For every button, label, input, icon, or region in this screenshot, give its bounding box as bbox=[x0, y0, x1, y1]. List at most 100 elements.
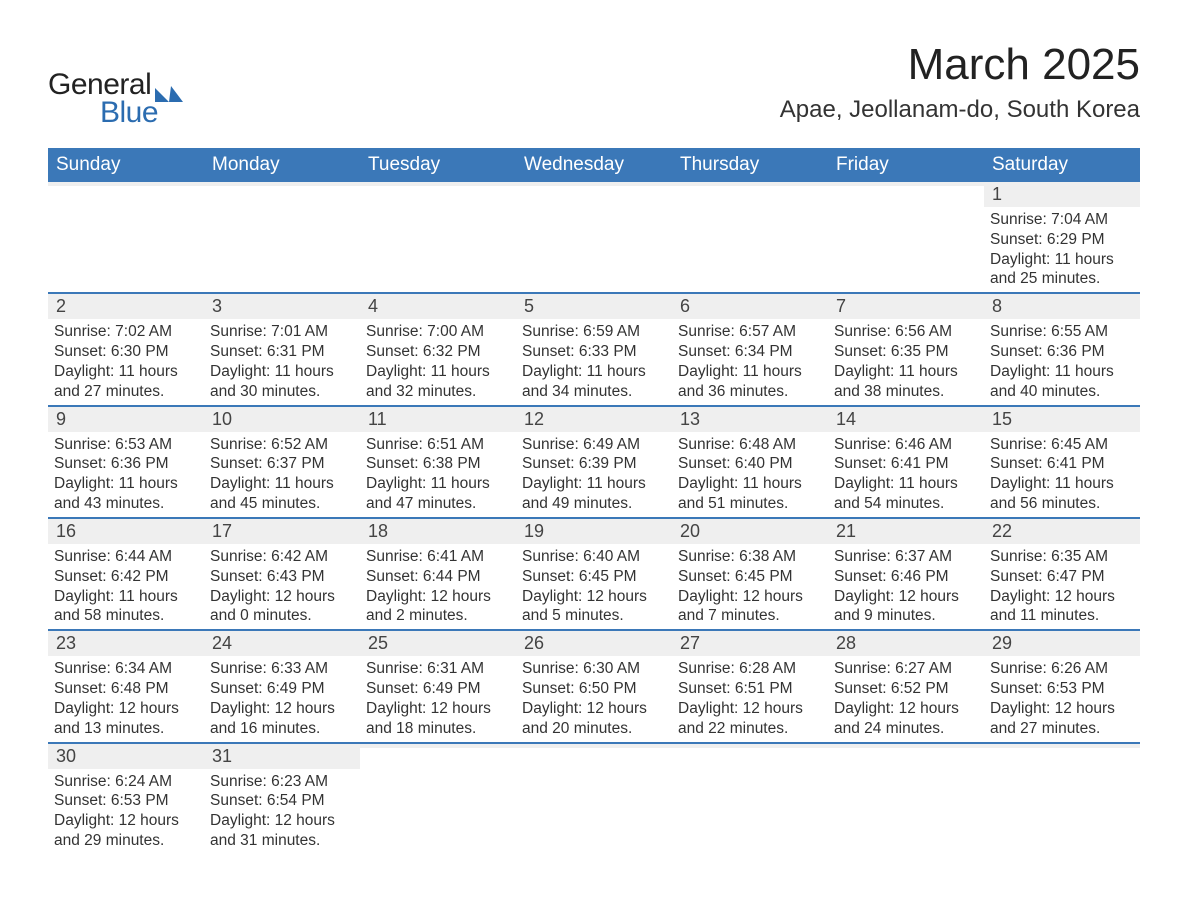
sunset-text: Sunset: 6:36 PM bbox=[990, 342, 1134, 362]
calendar-cell: 28 bbox=[828, 629, 984, 656]
calendar-cell: Sunrise: 6:28 AMSunset: 6:51 PMDaylight:… bbox=[672, 656, 828, 741]
sunset-text: Sunset: 6:39 PM bbox=[522, 454, 666, 474]
daylight-text: Daylight: 12 hours and 16 minutes. bbox=[210, 699, 354, 739]
day-content bbox=[828, 769, 984, 849]
location: Apae, Jeollanam-do, South Korea bbox=[780, 96, 1140, 124]
day-number: 4 bbox=[360, 292, 516, 319]
calendar-cell: Sunrise: 6:40 AMSunset: 6:45 PMDaylight:… bbox=[516, 544, 672, 629]
day-content: Sunrise: 6:27 AMSunset: 6:52 PMDaylight:… bbox=[828, 656, 984, 741]
day-number: 8 bbox=[984, 292, 1140, 319]
calendar-cell: Sunrise: 6:23 AMSunset: 6:54 PMDaylight:… bbox=[204, 769, 360, 854]
day-content-row: Sunrise: 6:24 AMSunset: 6:53 PMDaylight:… bbox=[48, 769, 1140, 854]
sunset-text: Sunset: 6:50 PM bbox=[522, 679, 666, 699]
day-content bbox=[48, 207, 204, 287]
day-content-row: Sunrise: 6:53 AMSunset: 6:36 PMDaylight:… bbox=[48, 432, 1140, 517]
sunrise-text: Sunrise: 6:55 AM bbox=[990, 322, 1134, 342]
calendar-cell: Sunrise: 7:01 AMSunset: 6:31 PMDaylight:… bbox=[204, 319, 360, 404]
calendar-cell: Sunrise: 6:42 AMSunset: 6:43 PMDaylight:… bbox=[204, 544, 360, 629]
sunrise-text: Sunrise: 6:56 AM bbox=[834, 322, 978, 342]
sunset-text: Sunset: 6:31 PM bbox=[210, 342, 354, 362]
day-number: 18 bbox=[360, 517, 516, 544]
calendar-cell bbox=[516, 742, 672, 769]
day-number: 1 bbox=[984, 182, 1140, 207]
daylight-text: Daylight: 12 hours and 18 minutes. bbox=[366, 699, 510, 739]
calendar-cell bbox=[48, 207, 204, 292]
day-number: 22 bbox=[984, 517, 1140, 544]
day-content: Sunrise: 6:23 AMSunset: 6:54 PMDaylight:… bbox=[204, 769, 360, 854]
daylight-text: Daylight: 12 hours and 24 minutes. bbox=[834, 699, 978, 739]
day-content: Sunrise: 6:56 AMSunset: 6:35 PMDaylight:… bbox=[828, 319, 984, 404]
day-number: 21 bbox=[828, 517, 984, 544]
day-number: 30 bbox=[48, 742, 204, 769]
calendar-cell: Sunrise: 7:00 AMSunset: 6:32 PMDaylight:… bbox=[360, 319, 516, 404]
day-number bbox=[516, 742, 672, 748]
daylight-text: Daylight: 11 hours and 27 minutes. bbox=[54, 362, 198, 402]
day-number: 24 bbox=[204, 629, 360, 656]
day-content: Sunrise: 6:49 AMSunset: 6:39 PMDaylight:… bbox=[516, 432, 672, 517]
calendar-cell bbox=[516, 769, 672, 854]
day-number: 2 bbox=[48, 292, 204, 319]
sunrise-text: Sunrise: 6:30 AM bbox=[522, 659, 666, 679]
day-number: 15 bbox=[984, 405, 1140, 432]
calendar-cell: 13 bbox=[672, 405, 828, 432]
day-content: Sunrise: 6:48 AMSunset: 6:40 PMDaylight:… bbox=[672, 432, 828, 517]
day-number-row: 16171819202122 bbox=[48, 517, 1140, 544]
day-content-row: Sunrise: 7:04 AMSunset: 6:29 PMDaylight:… bbox=[48, 207, 1140, 292]
logo-text-blue: Blue bbox=[100, 96, 158, 130]
day-number: 6 bbox=[672, 292, 828, 319]
sunrise-text: Sunrise: 6:38 AM bbox=[678, 547, 822, 567]
calendar-cell: Sunrise: 6:44 AMSunset: 6:42 PMDaylight:… bbox=[48, 544, 204, 629]
day-number: 5 bbox=[516, 292, 672, 319]
weekday-header: Friday bbox=[828, 148, 984, 182]
calendar-cell: Sunrise: 6:53 AMSunset: 6:36 PMDaylight:… bbox=[48, 432, 204, 517]
calendar-cell bbox=[828, 182, 984, 207]
daylight-text: Daylight: 12 hours and 11 minutes. bbox=[990, 587, 1134, 627]
sunrise-text: Sunrise: 6:51 AM bbox=[366, 435, 510, 455]
sunset-text: Sunset: 6:42 PM bbox=[54, 567, 198, 587]
day-content: Sunrise: 6:52 AMSunset: 6:37 PMDaylight:… bbox=[204, 432, 360, 517]
sunset-text: Sunset: 6:45 PM bbox=[678, 567, 822, 587]
day-content: Sunrise: 6:59 AMSunset: 6:33 PMDaylight:… bbox=[516, 319, 672, 404]
day-content bbox=[984, 769, 1140, 849]
calendar-cell: 11 bbox=[360, 405, 516, 432]
day-number-row: 9101112131415 bbox=[48, 405, 1140, 432]
day-number: 19 bbox=[516, 517, 672, 544]
calendar-cell bbox=[204, 207, 360, 292]
day-content bbox=[516, 207, 672, 287]
day-content: Sunrise: 6:31 AMSunset: 6:49 PMDaylight:… bbox=[360, 656, 516, 741]
calendar-cell: 8 bbox=[984, 292, 1140, 319]
sunset-text: Sunset: 6:49 PM bbox=[210, 679, 354, 699]
calendar-cell: 12 bbox=[516, 405, 672, 432]
day-content bbox=[672, 207, 828, 287]
daylight-text: Daylight: 12 hours and 0 minutes. bbox=[210, 587, 354, 627]
header: General Blue March 2025 Apae, Jeollanam-… bbox=[48, 40, 1140, 130]
calendar-cell: 26 bbox=[516, 629, 672, 656]
weekday-header-row: Sunday Monday Tuesday Wednesday Thursday… bbox=[48, 148, 1140, 182]
calendar-table: Sunday Monday Tuesday Wednesday Thursday… bbox=[48, 148, 1140, 854]
day-content: Sunrise: 6:35 AMSunset: 6:47 PMDaylight:… bbox=[984, 544, 1140, 629]
day-number: 28 bbox=[828, 629, 984, 656]
daylight-text: Daylight: 11 hours and 40 minutes. bbox=[990, 362, 1134, 402]
day-content: Sunrise: 6:40 AMSunset: 6:45 PMDaylight:… bbox=[516, 544, 672, 629]
calendar-cell: Sunrise: 6:59 AMSunset: 6:33 PMDaylight:… bbox=[516, 319, 672, 404]
day-number-row: 1 bbox=[48, 182, 1140, 207]
day-number: 20 bbox=[672, 517, 828, 544]
day-number bbox=[360, 182, 516, 186]
calendar-cell: Sunrise: 6:38 AMSunset: 6:45 PMDaylight:… bbox=[672, 544, 828, 629]
day-number bbox=[672, 742, 828, 748]
day-number bbox=[828, 742, 984, 748]
day-content-row: Sunrise: 6:34 AMSunset: 6:48 PMDaylight:… bbox=[48, 656, 1140, 741]
calendar-cell: Sunrise: 6:27 AMSunset: 6:52 PMDaylight:… bbox=[828, 656, 984, 741]
daylight-text: Daylight: 12 hours and 20 minutes. bbox=[522, 699, 666, 739]
daylight-text: Daylight: 11 hours and 25 minutes. bbox=[990, 250, 1134, 290]
daylight-text: Daylight: 12 hours and 27 minutes. bbox=[990, 699, 1134, 739]
weekday-header: Wednesday bbox=[516, 148, 672, 182]
sunrise-text: Sunrise: 6:26 AM bbox=[990, 659, 1134, 679]
calendar-cell bbox=[204, 182, 360, 207]
daylight-text: Daylight: 11 hours and 49 minutes. bbox=[522, 474, 666, 514]
sunrise-text: Sunrise: 6:28 AM bbox=[678, 659, 822, 679]
day-number: 11 bbox=[360, 405, 516, 432]
day-content: Sunrise: 6:42 AMSunset: 6:43 PMDaylight:… bbox=[204, 544, 360, 629]
sunset-text: Sunset: 6:51 PM bbox=[678, 679, 822, 699]
sunset-text: Sunset: 6:43 PM bbox=[210, 567, 354, 587]
